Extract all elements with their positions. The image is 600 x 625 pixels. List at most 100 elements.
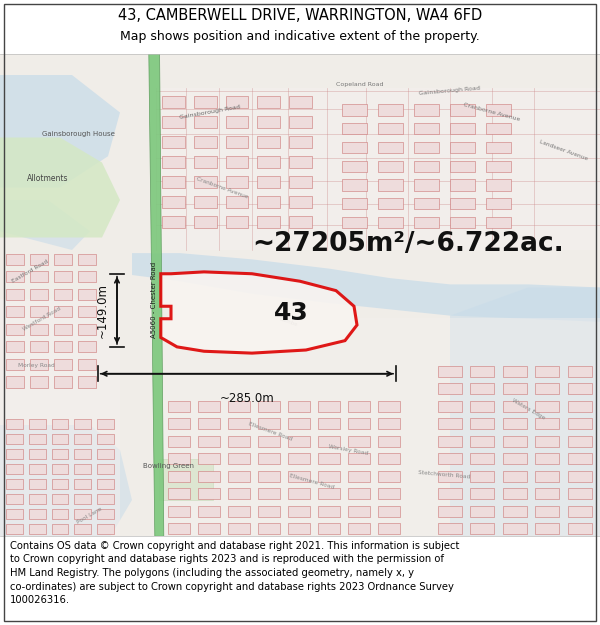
Bar [52,494,68,504]
Bar [168,523,190,534]
Bar [226,116,248,128]
Text: Stetchworth Road: Stetchworth Road [418,470,470,480]
Bar [378,523,400,534]
Bar [78,341,96,352]
Bar [194,196,217,208]
Bar [0,0,600,54]
Text: Cranborne Avenue: Cranborne Avenue [463,102,521,122]
Bar [348,506,370,517]
Bar [414,104,439,116]
Bar [257,196,280,208]
Bar [194,96,217,108]
Bar [168,506,190,517]
Bar [6,289,24,300]
Text: Waters Edge: Waters Edge [511,398,545,421]
Bar [348,401,370,412]
Bar [378,161,403,172]
Bar [258,418,280,429]
Bar [162,116,185,128]
Bar [342,142,367,153]
Bar [29,479,46,489]
Bar [74,464,91,474]
Bar [97,494,114,504]
Bar [503,488,527,499]
Bar [342,198,367,209]
Bar [52,479,68,489]
Bar [29,509,46,519]
Bar [97,449,114,459]
Bar [568,471,592,482]
Bar [198,436,220,447]
Text: Ellesmere Road: Ellesmere Road [247,421,293,441]
Bar [288,436,310,447]
Bar [378,488,400,499]
Bar [6,419,23,429]
Bar [438,488,462,499]
Bar [226,136,248,148]
Bar [289,96,312,108]
Bar [535,453,559,464]
Bar [378,436,400,447]
Text: Contains OS data © Crown copyright and database right 2021. This information is : Contains OS data © Crown copyright and d… [10,541,459,551]
Bar [438,401,462,412]
Text: ~27205m²/~6.722ac.: ~27205m²/~6.722ac. [252,231,564,257]
Polygon shape [0,425,132,541]
Bar [30,271,48,282]
Bar [503,401,527,412]
Bar [318,488,340,499]
Bar [30,289,48,300]
Bar [74,419,91,429]
Bar [78,289,96,300]
Bar [288,453,310,464]
Bar [198,506,220,517]
Bar [318,401,340,412]
Bar [162,136,185,148]
Bar [6,524,23,534]
Bar [503,383,527,394]
Bar [78,359,96,370]
Bar [6,434,23,444]
Text: ~149.0m: ~149.0m [95,282,109,338]
Bar [414,179,439,191]
Bar [257,216,280,228]
Text: ~285.0m: ~285.0m [220,392,274,406]
Text: co-ordinates) are subject to Crown copyright and database rights 2023 Ordnance S: co-ordinates) are subject to Crown copyr… [10,582,454,592]
Bar [438,471,462,482]
Bar [568,383,592,394]
Bar [503,523,527,534]
Bar [52,449,68,459]
Bar [470,401,494,412]
Bar [535,488,559,499]
Bar [289,116,312,128]
Bar [470,436,494,447]
Bar [6,509,23,519]
Bar [486,179,511,191]
Bar [342,179,367,191]
Text: Westford Road: Westford Road [22,306,62,332]
Text: Allotments: Allotments [27,174,69,182]
Bar [54,306,72,318]
Bar [378,142,403,153]
Bar [78,306,96,318]
Bar [289,216,312,228]
Bar [198,523,220,534]
Text: Morley Road: Morley Road [17,363,55,368]
Bar [52,464,68,474]
Bar [450,142,475,153]
Bar [29,434,46,444]
Bar [30,359,48,370]
Bar [378,179,403,191]
Bar [450,161,475,172]
Polygon shape [0,200,90,250]
Bar [535,401,559,412]
Bar [450,217,475,228]
Bar [348,418,370,429]
Bar [258,523,280,534]
Polygon shape [161,272,357,353]
Bar [450,179,475,191]
Bar [486,198,511,209]
Bar [288,506,310,517]
Bar [342,123,367,134]
Bar [378,506,400,517]
Bar [503,453,527,464]
